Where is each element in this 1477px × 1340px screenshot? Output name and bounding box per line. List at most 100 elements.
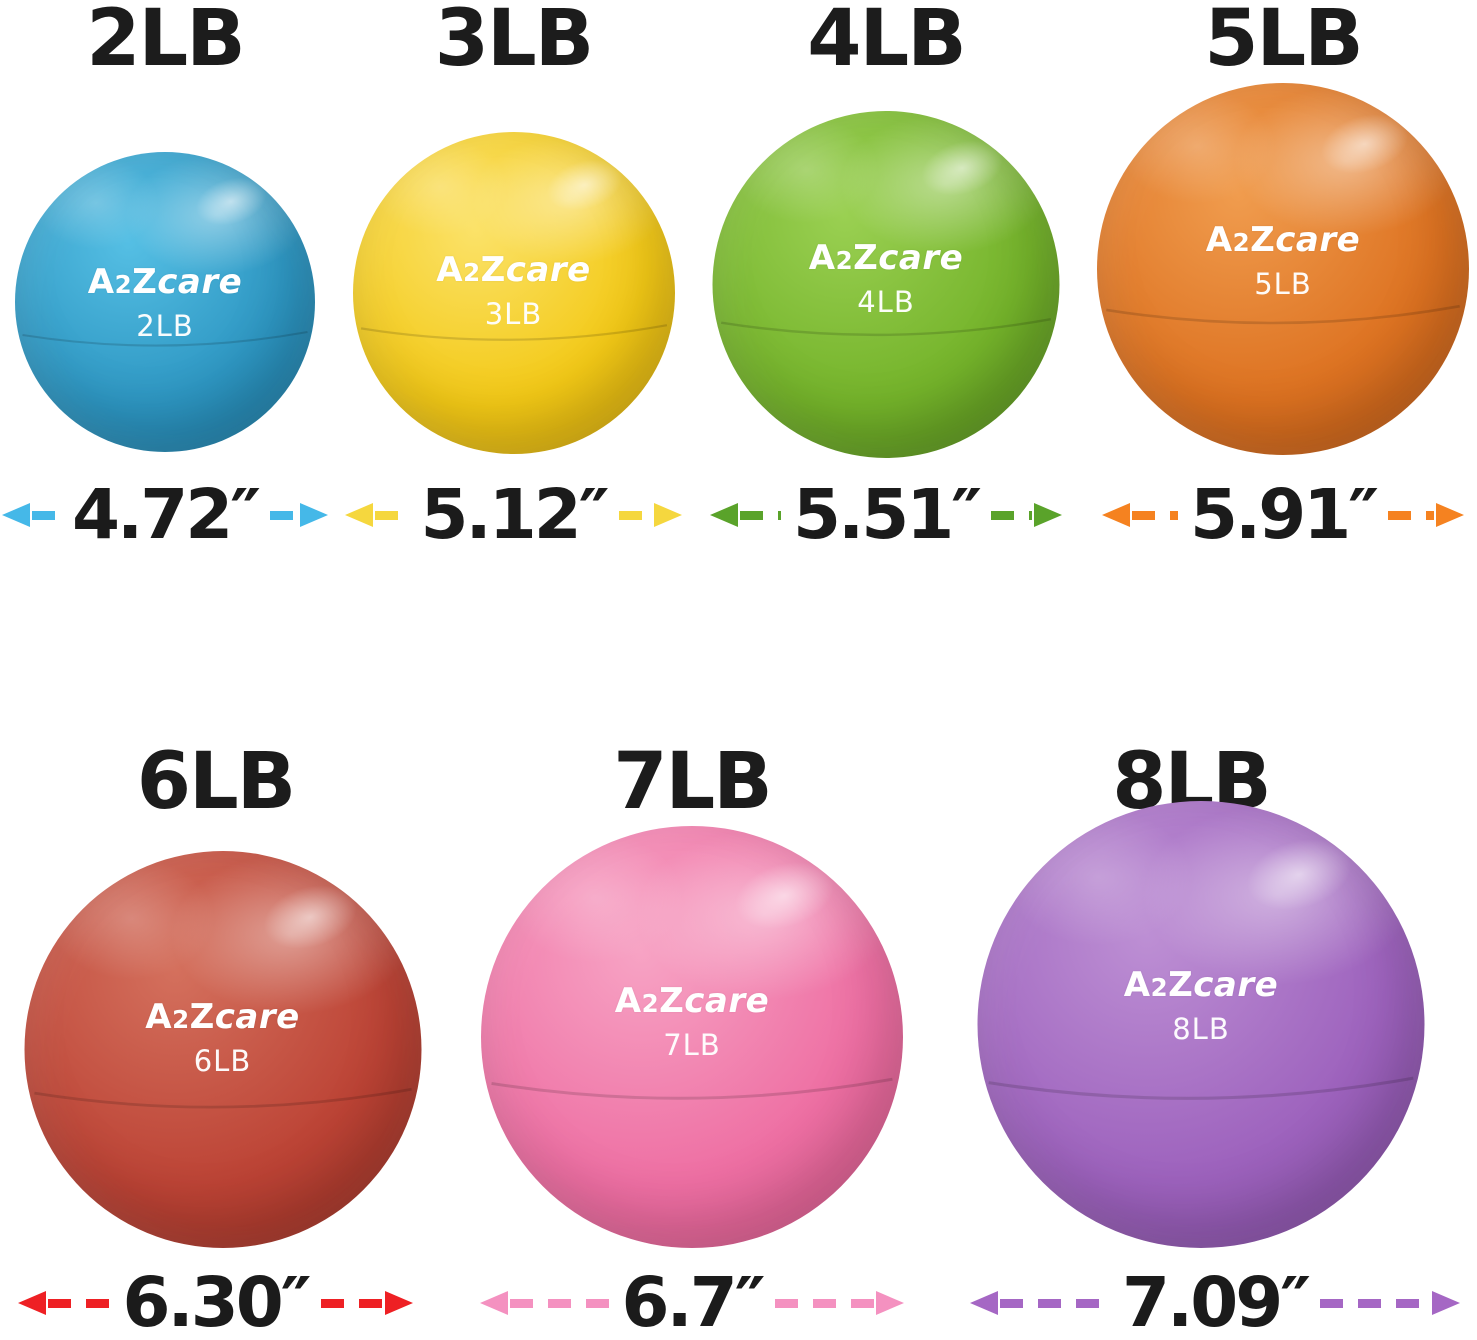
toning-ball-photo-2lb: A2Zcare 2LB [15, 152, 315, 452]
left-dashed-arrow [18, 1291, 112, 1315]
ball-group-5lb: 5LB A2Zcare 5LB 5.91″ [1097, 0, 1469, 570]
toning-ball-photo-6lb: A2Zcare 6LB [24, 851, 421, 1248]
ball-print: A2Zcare 2LB [15, 262, 315, 344]
toning-ball-photo-7lb: A2Zcare 7LB [481, 826, 903, 1248]
ball-weight-print: 6LB [193, 1043, 252, 1078]
right-dashed-arrow [1318, 1291, 1461, 1315]
right-dashed-arrow [1386, 503, 1465, 527]
ball-group-3lb: 3LB A2Zcare 3LB 5.12″ [345, 0, 683, 570]
arrow-head-right-icon [385, 1291, 414, 1315]
left-dashed-arrow [710, 503, 783, 527]
ball-seam-line [22, 330, 308, 347]
left-dashed-arrow [345, 503, 410, 527]
arrow-head-left-icon [1102, 503, 1130, 527]
arrow-head-right-icon [876, 1291, 904, 1315]
ball-print: A2Zcare 4LB [713, 238, 1060, 320]
diameter-value: 4.72″ [71, 474, 261, 555]
diameter-annotation: 5.91″ [1102, 474, 1465, 555]
brand-logo-a2zcare: A2Zcare [1205, 219, 1361, 260]
weight-title: 2LB [86, 0, 245, 84]
diameter-annotation: 7.09″ [970, 1262, 1461, 1340]
right-dashed-arrow [268, 503, 329, 527]
diameter-value: 5.91″ [1189, 474, 1379, 555]
arrow-head-right-icon [1436, 503, 1465, 527]
left-dashed-arrow [1102, 503, 1180, 527]
left-dashed-arrow [2, 503, 62, 527]
diameter-annotation: 6.30″ [18, 1262, 414, 1340]
brand-logo-a2zcare: A2Zcare [87, 262, 243, 302]
ball-group-4lb: 4LB A2Zcare 4LB 5.51″ [710, 0, 1063, 570]
toning-ball-photo-4lb: A2Zcare 4LB [712, 111, 1060, 458]
arrow-head-left-icon [480, 1291, 508, 1315]
ball-weight-print: 2LB [136, 309, 194, 344]
arrow-head-left-icon [2, 503, 30, 527]
ball-weight-print: 7LB [663, 1028, 721, 1063]
weight-title: 6LB [136, 737, 296, 827]
weight-title: 3LB [434, 0, 594, 84]
ball-seam-line [491, 1077, 893, 1100]
arrow-dash-line [375, 510, 409, 520]
diameter-annotation: 6.7″ [480, 1268, 904, 1338]
brand-logo-a2zcare: A2Zcare [1123, 965, 1279, 1006]
arrow-dash-line [510, 1298, 610, 1308]
ball-group-8lb: 8LB A2Zcare 8LB 7.09″ [970, 735, 1461, 1340]
weight-title: 5LB [1204, 0, 1363, 84]
arrow-dash-line [1132, 510, 1178, 520]
arrow-dash-line [1388, 510, 1435, 520]
arrow-dash-line [774, 1298, 874, 1308]
arrow-head-left-icon [345, 503, 373, 527]
brand-logo-a2zcare: A2Zcare [614, 981, 770, 1022]
arrow-head-right-icon [654, 503, 683, 527]
brand-logo-a2zcare: A2Zcare [145, 996, 300, 1037]
ball-print: A2Zcare 6LB [24, 996, 421, 1078]
diameter-value: 6.30″ [122, 1262, 311, 1340]
ball-print: A2Zcare 8LB [978, 965, 1425, 1047]
ball-group-6lb: 6LB A2Zcare 6LB 6.30″ [18, 735, 421, 1340]
ball-seam-line [988, 1076, 1414, 1100]
right-dashed-arrow [773, 1291, 904, 1315]
arrow-head-left-icon [970, 1291, 998, 1315]
arrow-dash-line [48, 1298, 111, 1308]
weight-title: 7LB [613, 737, 772, 827]
arrow-head-right-icon [1034, 503, 1063, 527]
arrow-dash-line [618, 510, 653, 520]
ball-seam-line [720, 318, 1052, 337]
ball-seam-line [360, 324, 667, 341]
brand-logo-a2zcare: A2Zcare [808, 238, 964, 279]
diameter-annotation: 5.51″ [710, 474, 1063, 555]
diameter-value: 5.12″ [420, 474, 609, 555]
right-dashed-arrow [989, 503, 1063, 527]
ball-weight-print: 3LB [484, 297, 543, 332]
ball-group-7lb: 7LB A2Zcare 7LB 6.7″ [480, 735, 904, 1338]
ball-print: A2Zcare 7LB [481, 981, 903, 1063]
toning-ball-photo-3lb: A2Zcare 3LB [352, 132, 675, 454]
ball-print: A2Zcare 3LB [353, 250, 675, 332]
ball-weight-print: 5LB [1254, 266, 1312, 301]
weight-title: 4LB [807, 0, 966, 84]
arrow-head-left-icon [18, 1291, 46, 1315]
ball-group-2lb: 2LB A2Zcare 2LB 4.72″ [2, 0, 329, 570]
diameter-value: 5.51″ [792, 474, 982, 555]
arrow-dash-line [991, 510, 1033, 520]
brand-logo-a2zcare: A2Zcare [436, 250, 591, 291]
diameter-value: 7.09″ [1121, 1262, 1311, 1340]
diameter-annotation: 4.72″ [2, 474, 329, 555]
arrow-dash-line [1000, 1298, 1110, 1308]
arrow-head-right-icon [1432, 1291, 1461, 1315]
ball-weight-print: 8LB [1172, 1012, 1230, 1047]
diameter-value: 6.7″ [621, 1262, 765, 1340]
right-dashed-arrow [617, 503, 683, 527]
diameter-annotation: 5.12″ [345, 474, 683, 555]
left-dashed-arrow [480, 1291, 611, 1315]
arrow-head-right-icon [300, 503, 329, 527]
arrow-head-left-icon [710, 503, 738, 527]
ball-print: A2Zcare 5LB [1097, 219, 1469, 301]
ball-seam-line [33, 1087, 412, 1109]
arrow-dash-line [1320, 1298, 1431, 1308]
toning-ball-photo-5lb: A2Zcare 5LB [1097, 83, 1469, 455]
arrow-dash-line [320, 1298, 384, 1308]
right-dashed-arrow [319, 1291, 414, 1315]
ball-weight-print: 4LB [857, 285, 915, 320]
ball-seam-line [1106, 304, 1460, 325]
